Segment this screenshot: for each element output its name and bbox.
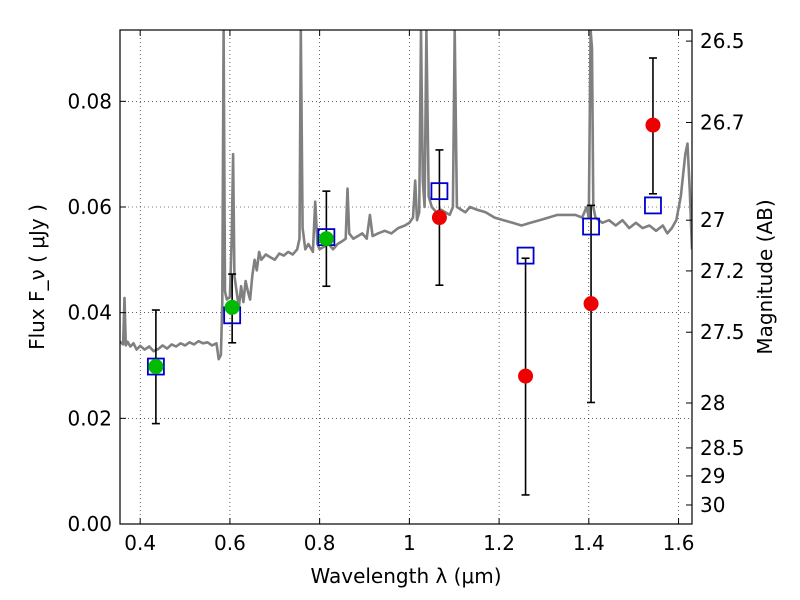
x-tick-label: 1.4 <box>573 531 605 555</box>
plot-frame <box>119 29 693 525</box>
y2-tick-label: 27 <box>700 208 725 232</box>
error-bar-layer <box>151 57 657 496</box>
observed-flux-point <box>318 231 334 247</box>
y2-tick-label: 29 <box>700 464 725 488</box>
observed-flux-point <box>583 296 599 312</box>
observed-flux-point <box>518 368 534 384</box>
y2-tick-label: 30 <box>700 493 725 517</box>
y2-tick-label: 28.5 <box>700 436 745 460</box>
model-flux-square <box>582 217 600 236</box>
observed-flux-point <box>431 210 447 226</box>
marker-layer <box>146 117 662 384</box>
x-tick-label: 0.6 <box>214 531 246 555</box>
y2-ticks: 26.5 26.7 27 27.2 27.5 28 28.5 29 30 <box>686 29 745 517</box>
y-tick-label: 0.06 <box>67 195 112 219</box>
y2-tick-label: 28 <box>700 391 725 415</box>
y2-axis-title: Magnitude (AB) <box>753 199 777 354</box>
y2-tick-label: 26.5 <box>700 29 745 53</box>
y-axis-title: Flux F_ν ( μJy ) <box>25 204 49 350</box>
observed-flux-point <box>645 117 661 133</box>
y-tick-label: 0.04 <box>67 301 112 325</box>
y-tick-label: 0.00 <box>67 512 112 536</box>
model-flux-square <box>516 246 535 265</box>
model-flux-square <box>146 357 165 376</box>
y2-tick-label: 27.2 <box>700 259 745 283</box>
x-tick-label: 0.4 <box>124 531 156 555</box>
x-tick-label: 1.2 <box>483 531 515 555</box>
y-tick-label: 0.08 <box>67 89 112 113</box>
observed-flux-point <box>148 359 164 375</box>
x-tick-label: 1 <box>403 531 416 555</box>
y2-tick-label: 27.5 <box>700 320 745 344</box>
y2-tick-label: 26.7 <box>700 110 745 134</box>
grid <box>120 30 692 525</box>
x-tick-label: 0.8 <box>304 531 336 555</box>
observed-flux-point <box>224 299 240 315</box>
y-tick-label: 0.02 <box>67 406 112 430</box>
x-axis-title: Wavelength λ (μm) <box>310 564 501 588</box>
x-tick-label: 1.6 <box>663 531 695 555</box>
model-flux-square <box>430 182 449 201</box>
spectrum-layer <box>120 30 692 361</box>
y-ticks: 0.00 0.02 0.04 0.06 0.08 <box>67 89 126 536</box>
model-flux-square <box>644 196 662 215</box>
x-ticks: 0.4 0.6 0.8 1 1.2 1.4 1.6 <box>124 30 694 555</box>
spectrum-line <box>120 30 692 361</box>
